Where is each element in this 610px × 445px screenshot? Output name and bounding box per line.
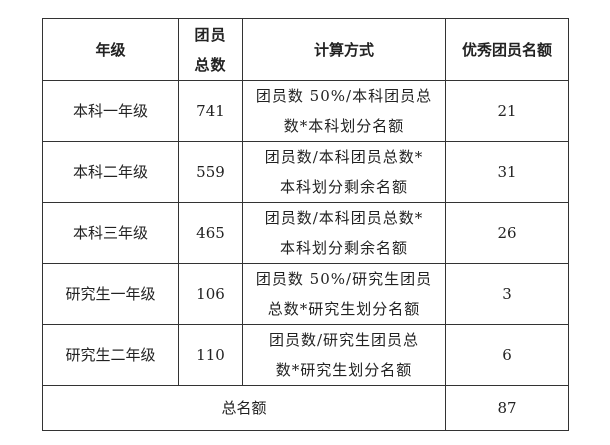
table-row: 本科三年级 465 团员数/本科团员总数* 本科划分剩余名额 26	[42, 202, 569, 264]
method-line2: 本科划分剩余名额	[279, 178, 408, 196]
method-cell: 团员数/研究生团员总 数*研究生划分名额	[242, 324, 446, 386]
members-cell: 741	[178, 80, 243, 142]
method-line2: 本科划分剩余名额	[279, 239, 408, 257]
members-cell: 110	[178, 324, 243, 386]
grade-cell: 研究生一年级	[42, 263, 179, 325]
table-row: 研究生一年级 106 团员数 50%/研究生团员 总数*研究生划分名额 3	[42, 263, 569, 325]
quota-cell: 26	[445, 202, 569, 264]
header-row: 年级 团员总数 计算方式 优秀团员名额	[42, 18, 569, 81]
method-cell: 团员数 50%/本科团员总 数*本科划分名额	[242, 80, 446, 142]
header-members: 团员 总数	[178, 18, 243, 81]
table-row: 本科二年级 559 团员数/本科团员总数* 本科划分剩余名额 31	[42, 141, 569, 203]
total-value: 87	[445, 385, 569, 431]
quota-cell: 3	[445, 263, 569, 325]
members-cell: 106	[178, 263, 243, 325]
header-quota: 优秀团员名额	[445, 18, 569, 81]
method-cell: 团员数 50%/研究生团员 总数*研究生划分名额	[242, 263, 446, 325]
quota-cell: 21	[445, 80, 569, 142]
quota-cell: 31	[445, 141, 569, 203]
table-row: 研究生二年级 110 团员数/研究生团员总 数*研究生划分名额 6	[42, 324, 569, 386]
method-line1: 团员数 50%/本科团员总	[255, 87, 433, 105]
members-cell: 559	[178, 141, 243, 203]
method-line1: 团员数 50%/研究生团员	[255, 270, 433, 288]
members-cell: 465	[178, 202, 243, 264]
grade-cell: 本科三年级	[42, 202, 179, 264]
total-row: 总名额 87	[42, 385, 569, 431]
method-line2: 数*研究生划分名额	[275, 361, 413, 379]
method-cell: 团员数/本科团员总数* 本科划分剩余名额	[242, 202, 446, 264]
grade-cell: 研究生二年级	[42, 324, 179, 386]
quota-cell: 6	[445, 324, 569, 386]
header-members-line1: 团员	[194, 25, 227, 44]
method-line1: 团员数/研究生团员总	[268, 331, 420, 349]
grade-cell: 本科二年级	[42, 141, 179, 203]
method-line2: 总数*研究生划分名额	[267, 300, 421, 318]
method-cell: 团员数/本科团员总数* 本科划分剩余名额	[242, 141, 446, 203]
method-line1: 团员数/本科团员总数*	[264, 209, 424, 227]
quota-table: 年级 团员总数 计算方式 优秀团员名额 本科一年级 741 团员数 50%/本科…	[42, 18, 569, 431]
method-line1: 团员数/本科团员总数*	[264, 148, 424, 166]
table-row: 本科一年级 741 团员数 50%/本科团员总 数*本科划分名额 21	[42, 80, 569, 142]
header-members-line2: 总数	[194, 55, 227, 74]
method-line2: 数*本科划分名额	[283, 117, 405, 135]
header-grade: 年级	[42, 18, 179, 81]
grade-cell: 本科一年级	[42, 80, 179, 142]
total-label: 总名额	[42, 385, 446, 431]
header-method: 计算方式	[242, 18, 446, 81]
